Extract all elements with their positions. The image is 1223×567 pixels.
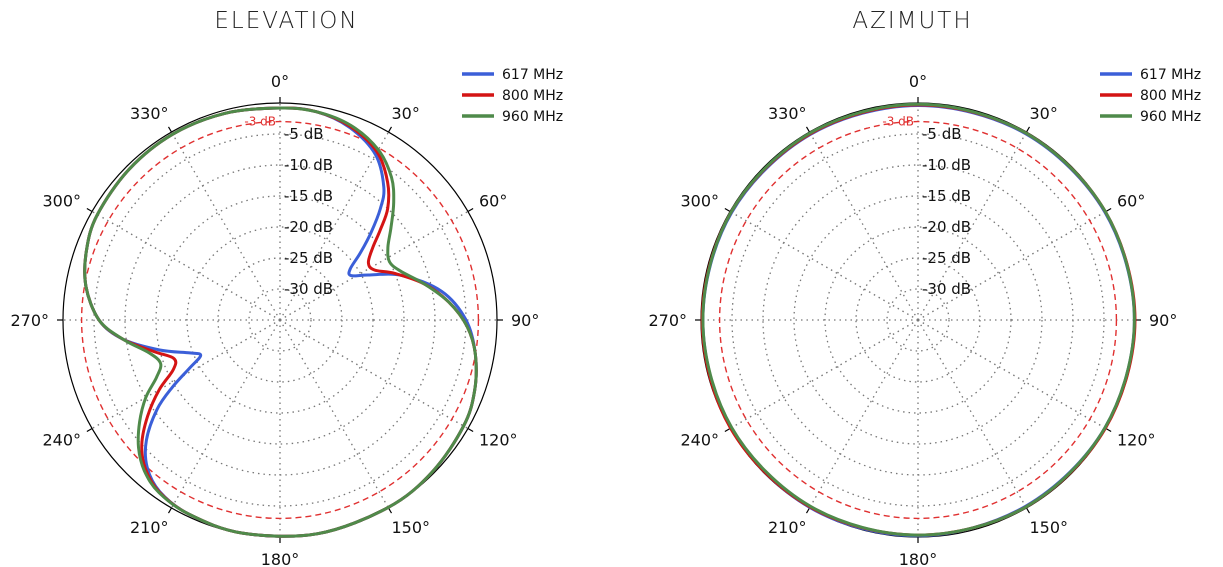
- grid-spoke: [170, 319, 281, 509]
- grid-spoke: [279, 319, 469, 430]
- legend-label: 617 MHz: [502, 67, 563, 83]
- angle-tick-label: 150°: [1030, 518, 1069, 537]
- angle-tick-label: 90°: [511, 311, 539, 330]
- radial-tick-label: -5 dB: [922, 125, 962, 143]
- legend-label: 800 MHz: [502, 88, 563, 104]
- grid-ring: [793, 195, 1043, 445]
- chart-title: ELEVATION: [214, 8, 359, 34]
- angle-tick-label: 90°: [1149, 311, 1177, 330]
- angle-tick-label: 240°: [42, 431, 81, 450]
- angle-tick-mark: [387, 126, 393, 133]
- angle-tick-mark: [1025, 126, 1031, 133]
- grid-ring: [886, 288, 950, 352]
- grid-spoke: [279, 319, 390, 509]
- angle-tick-mark: [167, 126, 173, 133]
- grid-ring: [186, 226, 374, 414]
- elevation-polar-plot: -5 dB -10 dB -15 dB -20 dB -25 dB -30 dB -3 dB…: [10, 67, 563, 567]
- angle-tick-label: 30°: [392, 104, 420, 123]
- angle-tick-label: 270°: [10, 311, 49, 330]
- angle-tick-mark: [86, 427, 93, 433]
- elevation-panel: ELEVATION -5 dB -10 dB -15 dB -20 dB -25 dB -…: [0, 0, 611, 567]
- azimuth-panel: AZIMUTH -5 dB -10 dB -15 dB -20 dB -25 dB -30…: [612, 0, 1223, 567]
- angle-tick-label: 180°: [261, 550, 300, 567]
- reference-ring: [80, 120, 480, 520]
- radial-tick-label: -25 dB: [922, 249, 971, 267]
- grid-spoke: [917, 319, 1107, 430]
- angle-tick-label: 150°: [392, 518, 431, 537]
- radial-tick-label: -20 dB: [284, 218, 333, 236]
- angle-tick-label: 210°: [130, 518, 169, 537]
- angle-tick-label: 120°: [479, 431, 518, 450]
- angle-tick-mark: [167, 507, 173, 514]
- angle-tick-label: 300°: [42, 192, 81, 211]
- legend-label: 960 MHz: [1140, 109, 1201, 125]
- grid-spoke: [170, 131, 281, 321]
- angle-tick-label: 270°: [648, 311, 687, 330]
- angle-tick-label: 30°: [1030, 104, 1058, 123]
- angle-tick-mark: [467, 207, 474, 213]
- angle-tick-mark: [1025, 507, 1031, 514]
- grid-spoke: [91, 210, 281, 321]
- grid-spoke: [808, 319, 919, 509]
- series-line-960-mhz: [83, 106, 478, 538]
- azimuth-polar-plot: -5 dB -10 dB -15 dB -20 dB -25 dB -30 dB -3 dB…: [648, 67, 1201, 567]
- angle-tick-label: 240°: [680, 431, 719, 450]
- grid-spoke: [917, 319, 1028, 509]
- angle-tick-mark: [86, 207, 93, 213]
- series-line-960-mhz: [701, 102, 1136, 537]
- radial-tick-label: -10 dB: [922, 156, 971, 174]
- angle-tick-mark: [387, 507, 393, 514]
- grid-ring: [731, 133, 1105, 507]
- reference-ring: [718, 120, 1118, 520]
- angle-tick-mark: [1105, 427, 1112, 433]
- radial-tick-label: -30 dB: [284, 280, 333, 298]
- angle-tick-label: 180°: [899, 550, 938, 567]
- angle-tick-label: 330°: [130, 104, 169, 123]
- reference-label: -3 dB: [882, 115, 914, 129]
- angle-tick-mark: [805, 507, 811, 514]
- angle-tick-label: 330°: [768, 104, 807, 123]
- radial-tick-label: -25 dB: [284, 249, 333, 267]
- radial-tick-label: -20 dB: [922, 218, 971, 236]
- grid-ring: [155, 195, 405, 445]
- radial-tick-label: -30 dB: [922, 280, 971, 298]
- radial-tick-label: -5 dB: [284, 125, 324, 143]
- grid-spoke: [729, 210, 919, 321]
- chart-title: AZIMUTH: [852, 8, 973, 34]
- angle-tick-mark: [1105, 207, 1112, 213]
- angle-tick-label: 300°: [680, 192, 719, 211]
- angle-tick-label: 0°: [909, 72, 927, 91]
- radial-tick-label: -15 dB: [922, 187, 971, 205]
- angle-tick-mark: [724, 207, 731, 213]
- grid-ring: [824, 226, 1012, 414]
- grid-spoke: [808, 131, 919, 321]
- angle-tick-mark: [724, 427, 731, 433]
- angle-tick-label: 210°: [768, 518, 807, 537]
- legend-label: 617 MHz: [1140, 67, 1201, 83]
- grid-ring: [248, 288, 312, 352]
- angle-tick-label: 0°: [271, 72, 289, 91]
- grid-spoke: [729, 319, 919, 430]
- legend-label: 800 MHz: [1140, 88, 1201, 104]
- reference-label: -3 dB: [244, 115, 276, 129]
- legend-label: 960 MHz: [502, 109, 563, 125]
- angle-tick-mark: [805, 126, 811, 133]
- angle-tick-label: 60°: [1117, 192, 1145, 211]
- angle-tick-label: 60°: [479, 192, 507, 211]
- radial-tick-label: -15 dB: [284, 187, 333, 205]
- radial-tick-label: -10 dB: [284, 156, 333, 174]
- angle-tick-mark: [467, 427, 474, 433]
- angle-tick-label: 120°: [1117, 431, 1156, 450]
